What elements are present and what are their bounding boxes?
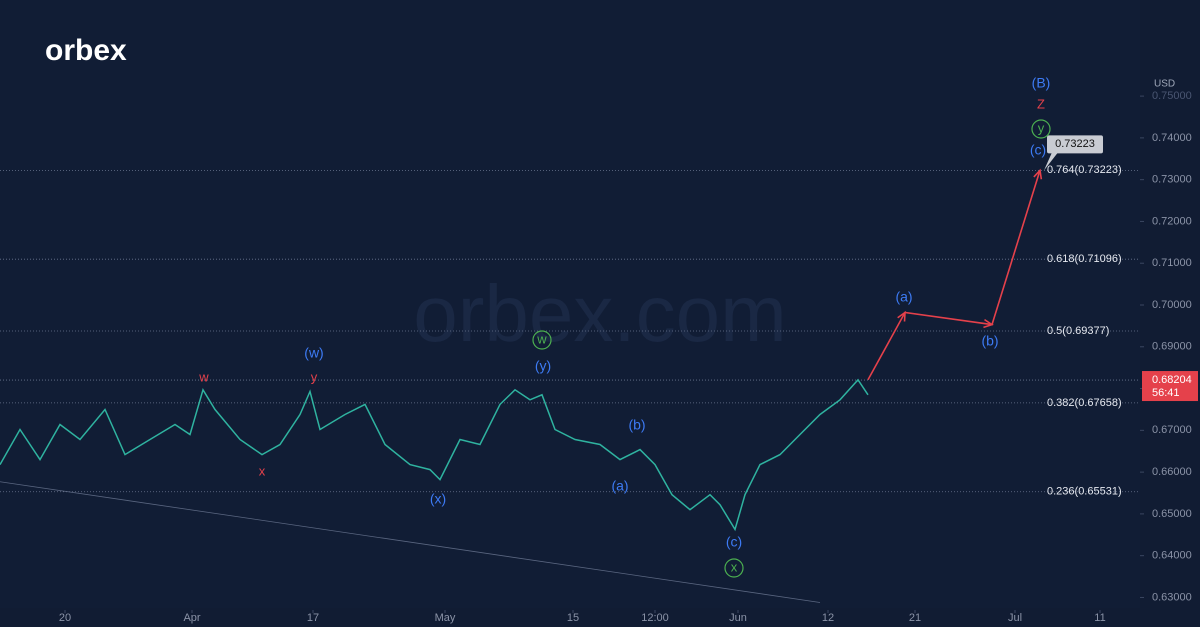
wave-circle (532, 330, 552, 350)
x-tick-label: 11 (1094, 612, 1105, 624)
arrow-head (1033, 168, 1043, 180)
y-axis-label: USD (1154, 79, 1175, 90)
price-line (0, 378, 869, 532)
y-tick-label: 0.73000 (1152, 174, 1192, 186)
x-tick-label: 12:00 (641, 612, 669, 624)
wave-label: (B) (1032, 75, 1051, 91)
x-tick-label: Jul (1008, 612, 1022, 624)
x-tick-label: 17 (307, 612, 319, 624)
y-tick-label: 0.72000 (1152, 215, 1192, 227)
y-tick-label: 0.65000 (1152, 508, 1192, 520)
x-tick-label: 21 (909, 612, 921, 624)
wave-label: (a) (611, 478, 628, 494)
wave-label: (c) (726, 534, 742, 550)
wave-circle (724, 558, 744, 578)
wave-label: (b) (981, 333, 998, 349)
fib-label: 0.236(0.65531) (1047, 486, 1122, 498)
y-tick-label: 0.71000 (1152, 257, 1192, 269)
wave-label: (b) (628, 417, 645, 433)
wave-label: y (311, 369, 318, 384)
x-tick-label: 15 (567, 612, 579, 624)
y-tick-label: 0.74000 (1152, 132, 1192, 144)
y-tick-label: 0.70000 (1152, 299, 1192, 311)
last-price-label: 0.68204 (1152, 374, 1192, 386)
arrow-head (983, 318, 994, 329)
target-label: 0.73223 (1055, 138, 1095, 150)
target-pointer (1044, 152, 1058, 171)
x-tick-label: May (435, 612, 456, 624)
wave-label: (c) (1030, 142, 1046, 158)
wave-label: y (1038, 120, 1045, 135)
wave-label: (y) (535, 358, 551, 374)
target-box (1047, 135, 1103, 154)
price-axis-panel (1140, 0, 1200, 627)
arrow-head (897, 310, 906, 322)
x-tick-label: Apr (183, 612, 200, 624)
wave-label: w (536, 331, 547, 346)
fib-label: 0.764(0.73223) (1047, 164, 1122, 176)
y-tick-label: 0.66000 (1152, 466, 1192, 478)
watermark: orbex.com (413, 269, 786, 358)
wave-label: (a) (895, 289, 912, 305)
projection-path (867, 170, 1041, 381)
countdown: 56:41 (1152, 387, 1180, 399)
x-tick-label: 12 (822, 612, 834, 624)
wave-label: w (198, 369, 209, 384)
y-tick-label: 0.69000 (1152, 341, 1192, 353)
wave-label: Z (1037, 96, 1045, 111)
wave-label: x (259, 463, 266, 478)
y-tick-label: 0.63000 (1152, 591, 1192, 603)
y-tick-label: 0.67000 (1152, 424, 1192, 436)
last-price-box (1142, 371, 1198, 402)
fib-label: 0.618(0.71096) (1047, 253, 1122, 265)
x-tick-label: Jun (729, 612, 747, 624)
logo: orbex (45, 34, 127, 67)
wave-label: x (731, 559, 738, 574)
time-axis-panel (0, 608, 1140, 627)
y-tick-label: 0.64000 (1152, 550, 1192, 562)
wave-circle (1031, 119, 1051, 139)
trendline (0, 481, 821, 603)
wave-label: (x) (430, 491, 446, 507)
fib-label: 0.5(0.69377) (1047, 325, 1109, 337)
wave-label: (w) (304, 345, 323, 361)
y-tick-label: 0.75000 (1152, 90, 1192, 102)
x-tick-label: 20 (59, 612, 71, 624)
fib-label: 0.382(0.67658) (1047, 397, 1122, 409)
